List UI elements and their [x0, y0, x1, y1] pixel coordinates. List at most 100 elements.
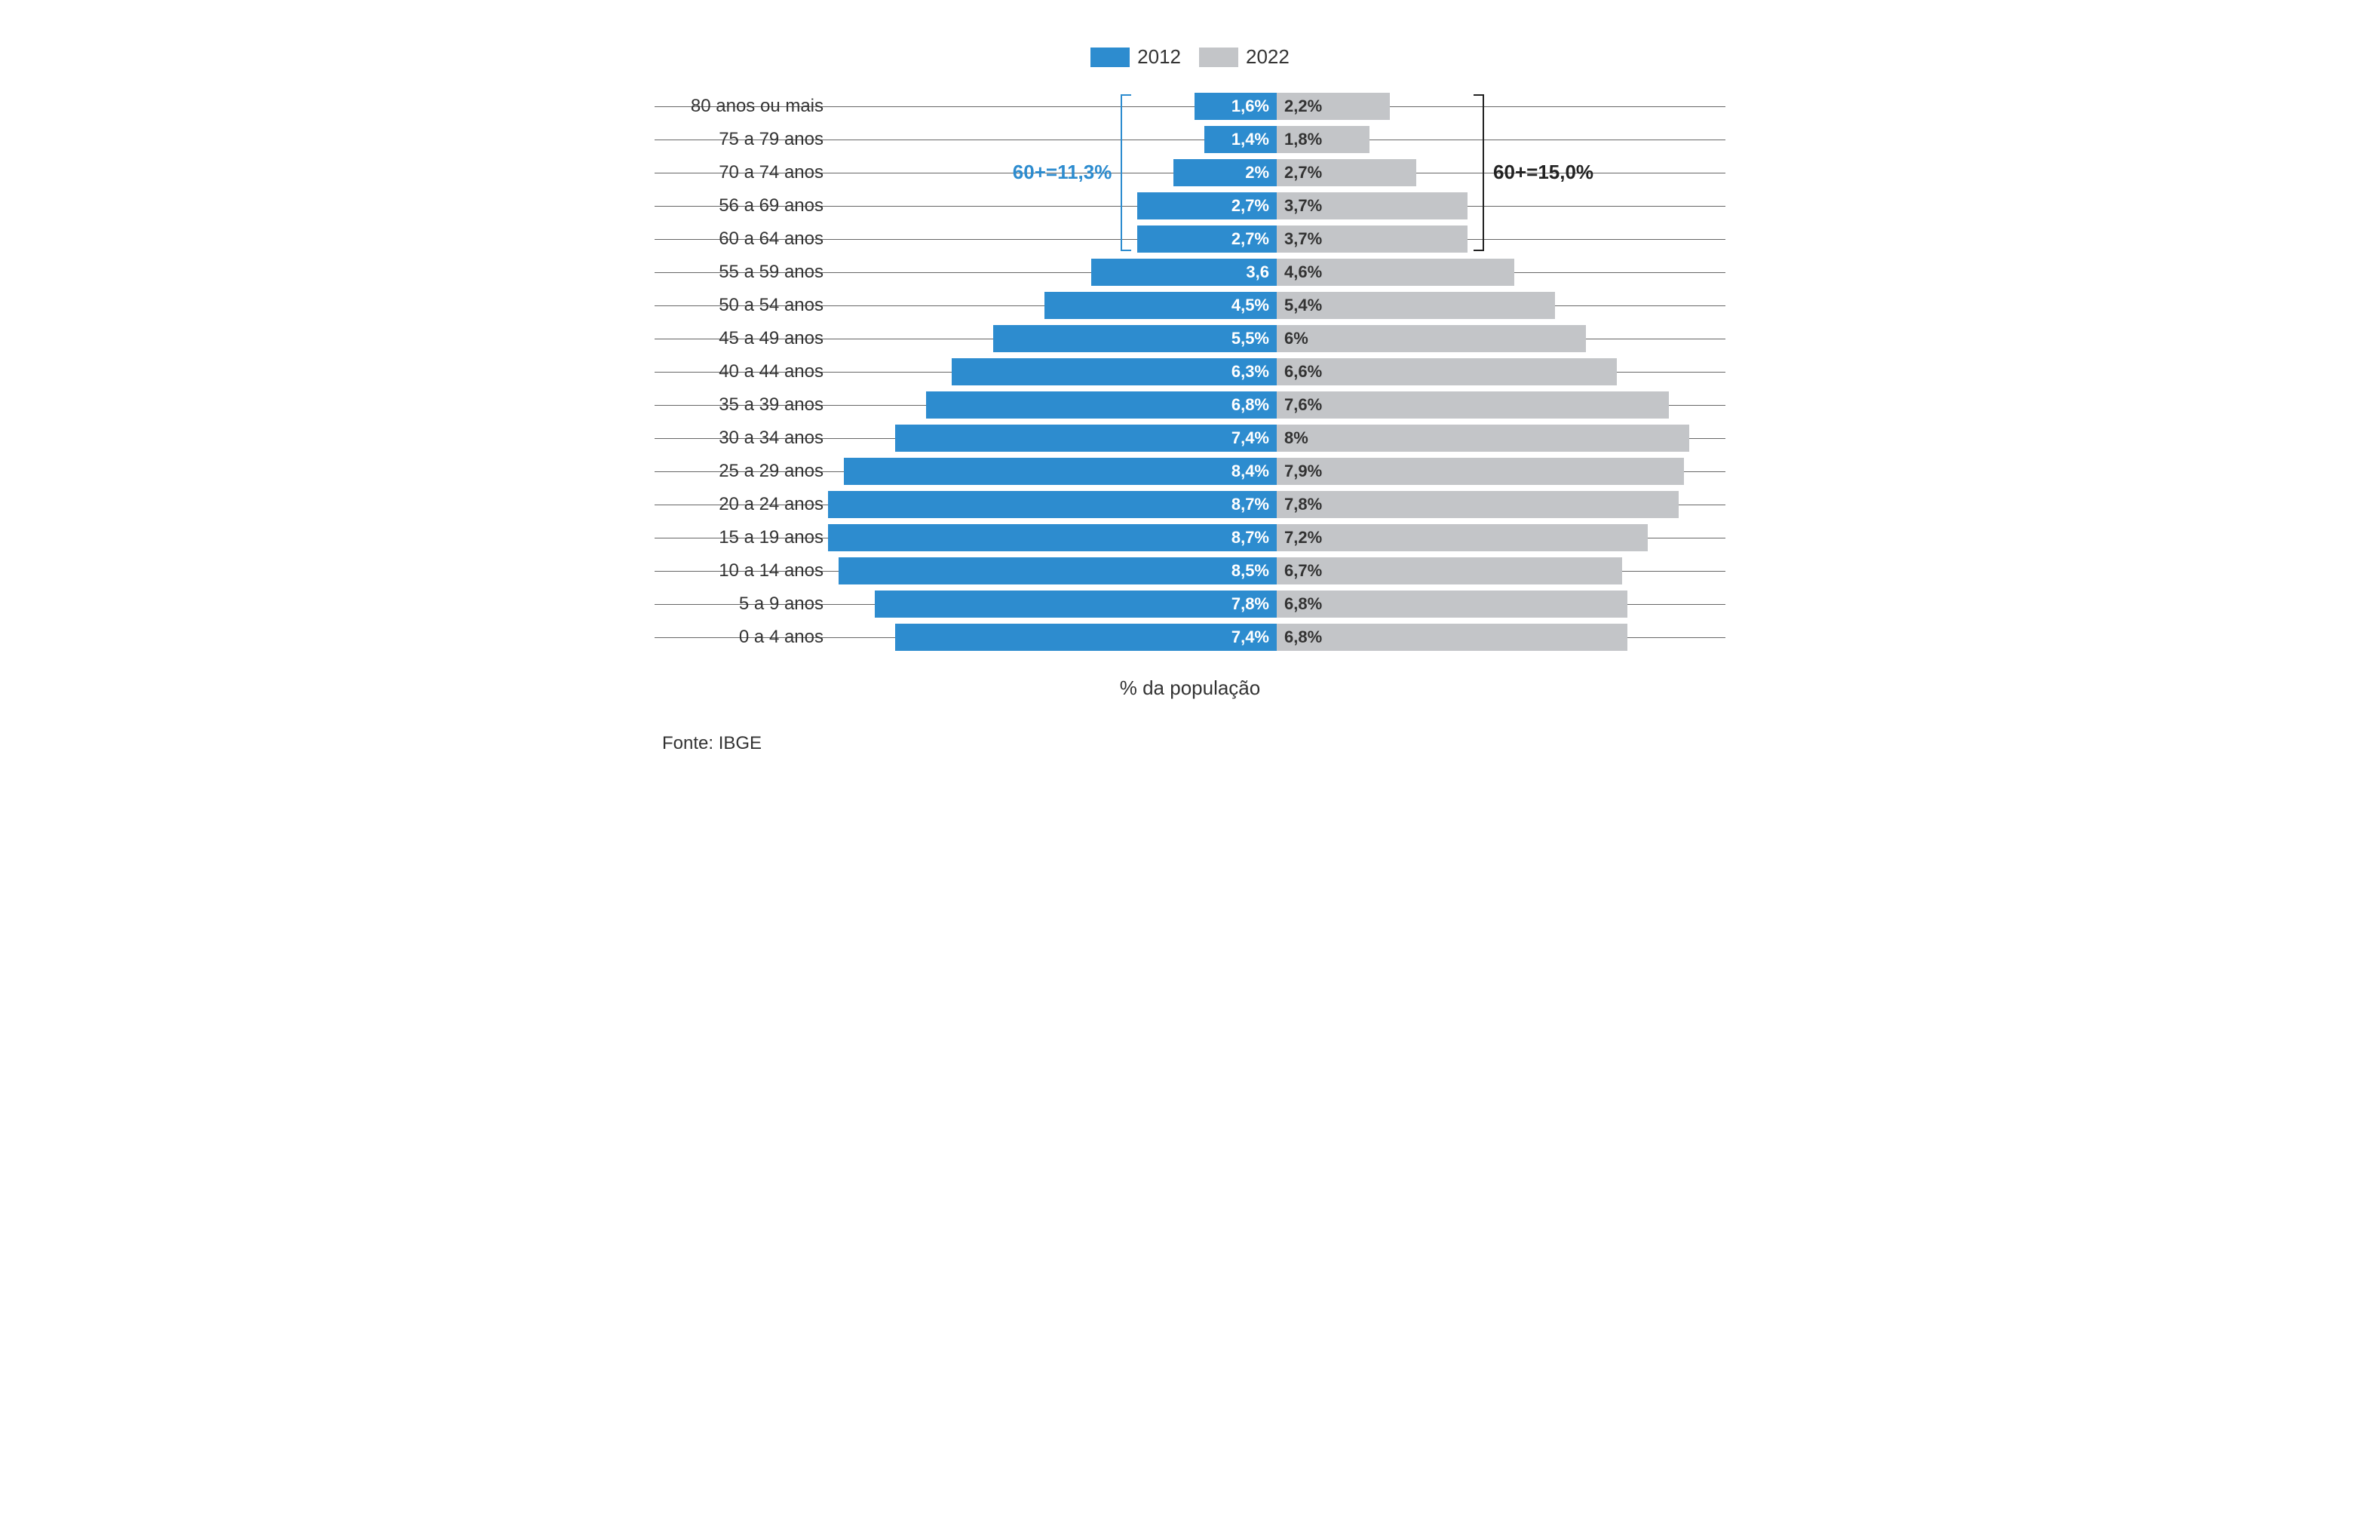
bar-2022: 5,4%: [1277, 292, 1555, 319]
bar-value-label: 6,8%: [1284, 627, 1322, 647]
bar-value-label: 3,6: [1246, 262, 1269, 282]
bar-area: 3,6 4,6%: [828, 259, 1725, 286]
bar-value-label: 3,7%: [1284, 229, 1322, 249]
bar-2012: 6,3%: [952, 358, 1277, 385]
bar-2022: 7,9%: [1277, 458, 1684, 485]
bar-value-label: 3,7%: [1284, 196, 1322, 216]
legend-label: 2022: [1246, 45, 1290, 69]
bar-2012: 6,8%: [926, 391, 1277, 419]
bar-2012: 1,6%: [1195, 93, 1277, 120]
category-label: 50 a 54 anos: [655, 295, 828, 316]
chart-row: 80 anos ou mais1,6%2,2%: [655, 90, 1725, 123]
left-side: 7,4%: [828, 624, 1277, 651]
left-side: 2,7%: [828, 192, 1277, 219]
chart-row: 5 a 9 anos7,8%6,8%: [655, 587, 1725, 621]
left-side: 6,8%: [828, 391, 1277, 419]
bar-area: 7,8%6,8%: [828, 591, 1725, 618]
bar-value-label: 8%: [1284, 428, 1308, 448]
bar-value-label: 2,7%: [1231, 229, 1269, 249]
right-side: 3,7%: [1277, 225, 1725, 253]
bar-value-label: 6,7%: [1284, 561, 1322, 581]
bar-value-label: 5,4%: [1284, 296, 1322, 315]
bar-area: 6,3% 6,6%: [828, 358, 1725, 385]
bar-area: 2,7% 3,7%: [828, 192, 1725, 219]
legend-swatch: [1199, 48, 1238, 67]
category-label: 25 a 29 anos: [655, 461, 828, 482]
category-label: 10 a 14 anos: [655, 560, 828, 581]
bar-2012: 7,4%: [895, 624, 1277, 651]
right-side: 8%: [1277, 425, 1725, 452]
bar-value-label: 7,6%: [1284, 395, 1322, 415]
category-label: 35 a 39 anos: [655, 394, 828, 416]
bar-area: 6,8% 7,6%: [828, 391, 1725, 419]
bar-2022: 1,8%: [1277, 126, 1369, 153]
annotation-right: 60+=15,0%: [1493, 161, 1593, 184]
right-side: 7,2%: [1277, 524, 1725, 551]
bar-value-label: 6%: [1284, 329, 1308, 348]
bar-2012: 2,7%: [1137, 225, 1277, 253]
bar-value-label: 2,2%: [1284, 97, 1322, 116]
bar-2012: 8,7%: [828, 491, 1277, 518]
bar-area: 2,7% 3,7%: [828, 225, 1725, 253]
chart-row: 56 a 69 anos 2,7% 3,7%: [655, 189, 1725, 222]
bar-2022: 6,6%: [1277, 358, 1617, 385]
bar-area: 7,4% 6,8%: [828, 624, 1725, 651]
bar-2022: 3,7%: [1277, 225, 1468, 253]
bar-2012: 3,6: [1091, 259, 1277, 286]
category-label: 70 a 74 anos: [655, 162, 828, 183]
chart-row: 60 a 64 anos 2,7% 3,7%: [655, 222, 1725, 256]
chart-row: 30 a 34 anos7,4%8%: [655, 422, 1725, 455]
bar-2022: 8%: [1277, 425, 1689, 452]
left-side: 5,5%: [828, 325, 1277, 352]
bar-value-label: 6,3%: [1231, 362, 1269, 382]
left-side: 2,7%: [828, 225, 1277, 253]
x-axis-label: % da população: [655, 676, 1725, 700]
bar-value-label: 4,5%: [1231, 296, 1269, 315]
bar-value-label: 5,5%: [1231, 329, 1269, 348]
legend-item: 2012: [1090, 45, 1181, 69]
bar-value-label: 8,5%: [1231, 561, 1269, 581]
chart-rows: 80 anos ou mais1,6%2,2%75 a 79 anos1,4%1…: [655, 90, 1725, 654]
right-side: 6,6%: [1277, 358, 1725, 385]
category-label: 55 a 59 anos: [655, 262, 828, 283]
right-side: 6,7%: [1277, 557, 1725, 584]
bar-2022: 7,8%: [1277, 491, 1679, 518]
bar-area: 7,4% 8%: [828, 425, 1725, 452]
chart-row: 0 a 4 anos7,4%6,8%: [655, 621, 1725, 654]
category-label: 40 a 44 anos: [655, 361, 828, 382]
left-side: 8,7%: [828, 524, 1277, 551]
chart-row: 25 a 29 anos8,4%7,9%: [655, 455, 1725, 488]
bar-2022: 7,6%: [1277, 391, 1669, 419]
legend-item: 2022: [1199, 45, 1290, 69]
bar-2012: 8,7%: [828, 524, 1277, 551]
bar-2012: 2%: [1173, 159, 1277, 186]
category-label: 60 a 64 anos: [655, 229, 828, 250]
bar-value-label: 1,8%: [1284, 130, 1322, 149]
left-side: 7,8%: [828, 591, 1277, 618]
right-side: 4,6%: [1277, 259, 1725, 286]
right-side: 7,8%: [1277, 491, 1725, 518]
bar-value-label: 1,4%: [1231, 130, 1269, 149]
bar-2022: 6,8%: [1277, 624, 1627, 651]
right-side: 3,7%: [1277, 192, 1725, 219]
bar-value-label: 7,8%: [1284, 495, 1322, 514]
chart-row: 75 a 79 anos1,4%1,8%: [655, 123, 1725, 156]
chart-row: 20 a 24 anos8,7%7,8%: [655, 488, 1725, 521]
bar-2012: 7,8%: [875, 591, 1277, 618]
bar-value-label: 8,7%: [1231, 495, 1269, 514]
bar-value-label: 2,7%: [1231, 196, 1269, 216]
bracket-right: [1474, 94, 1484, 251]
bar-2022: 4,6%: [1277, 259, 1514, 286]
bar-area: 8,5% 6,7%: [828, 557, 1725, 584]
category-label: 56 a 69 anos: [655, 195, 828, 216]
right-side: 6,8%: [1277, 591, 1725, 618]
bar-2022: 3,7%: [1277, 192, 1468, 219]
left-side: 4,5%: [828, 292, 1277, 319]
category-label: 5 a 9 anos: [655, 594, 828, 615]
bar-2022: 7,2%: [1277, 524, 1648, 551]
bar-value-label: 7,4%: [1231, 627, 1269, 647]
left-side: 7,4%: [828, 425, 1277, 452]
bar-2012: 2,7%: [1137, 192, 1277, 219]
bar-2012: 7,4%: [895, 425, 1277, 452]
chart-row: 15 a 19 anos8,7%7,2%: [655, 521, 1725, 554]
